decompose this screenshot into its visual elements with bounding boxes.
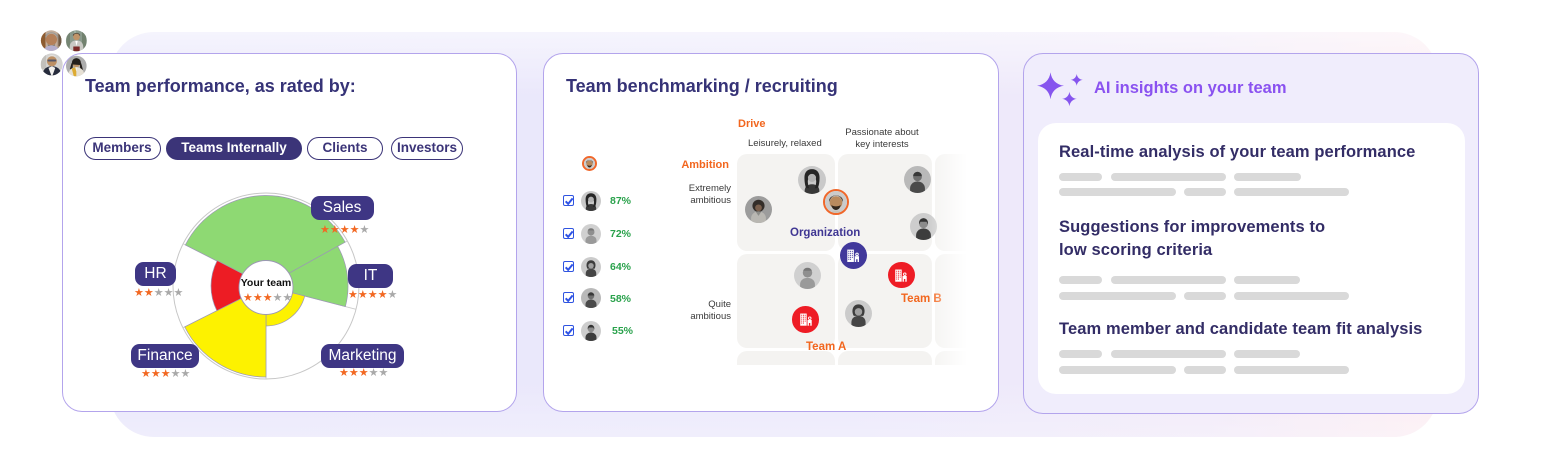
svg-text:Your team: Your team [241, 277, 292, 289]
